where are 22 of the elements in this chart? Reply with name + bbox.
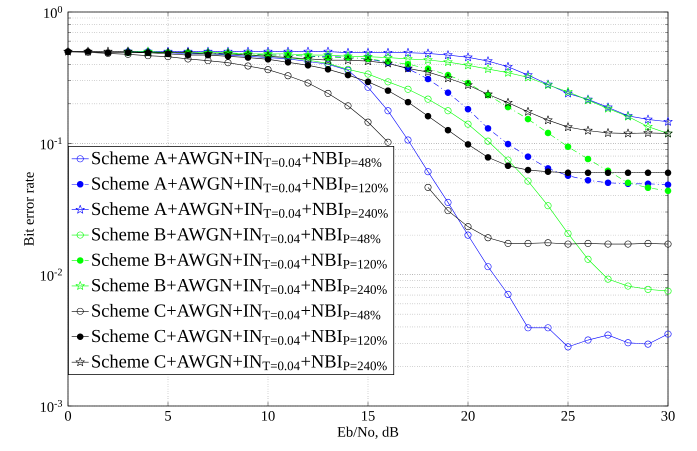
x-axis-title: Eb/No, dB: [338, 426, 398, 439]
x-tick-label: 30: [661, 411, 675, 421]
x-tick-label: 15: [362, 411, 375, 421]
x-tick-label: 0: [64, 411, 72, 421]
y-tick-label: 10$^{-2}$: [40, 268, 62, 281]
legend-label: Scheme C+AWGN+IN$_{T=0.04}$+NBI$_{P=240%}$: [92, 354, 387, 370]
x-tick-label: 5: [165, 411, 172, 421]
y-tick-label: 10$^{-3}$: [40, 400, 62, 412]
y-tick-label: 10$^{0}$: [44, 6, 62, 18]
y-axis-title: Bit error rate: [24, 172, 34, 246]
legend-label: Scheme A+AWGN+IN$_{T=0.04}$+NBI$_{P=120%}$: [92, 176, 388, 192]
x-tick-label: 10: [262, 411, 275, 421]
legend-label: Scheme A+AWGN+IN$_{T=0.04}$+NBI$_{P=48%}$: [92, 151, 382, 167]
legend-label: Scheme B+AWGN+IN$_{T=0.04}$+NBI$_{P=48%}$: [92, 228, 380, 244]
legend-label: Scheme A+AWGN+IN$_{T=0.04}$+NBI$_{P=240%}$: [92, 202, 388, 218]
x-tick-label: 25: [561, 411, 575, 421]
x-tick-label: 20: [461, 411, 475, 421]
legend-label: Scheme B+AWGN+IN$_{T=0.04}$+NBI$_{P=240%}$: [92, 278, 387, 294]
legend-label: Scheme B+AWGN+IN$_{T=0.04}$+NBI$_{P=120%}$: [92, 253, 387, 269]
legend-label: Scheme C+AWGN+IN$_{T=0.04}$+NBI$_{P=120%}$: [92, 329, 387, 345]
y-tick-label: 10$^{-1}$: [40, 137, 62, 150]
legend-label: Scheme C+AWGN+IN$_{T=0.04}$+NBI$_{P=48%}$: [92, 304, 380, 320]
